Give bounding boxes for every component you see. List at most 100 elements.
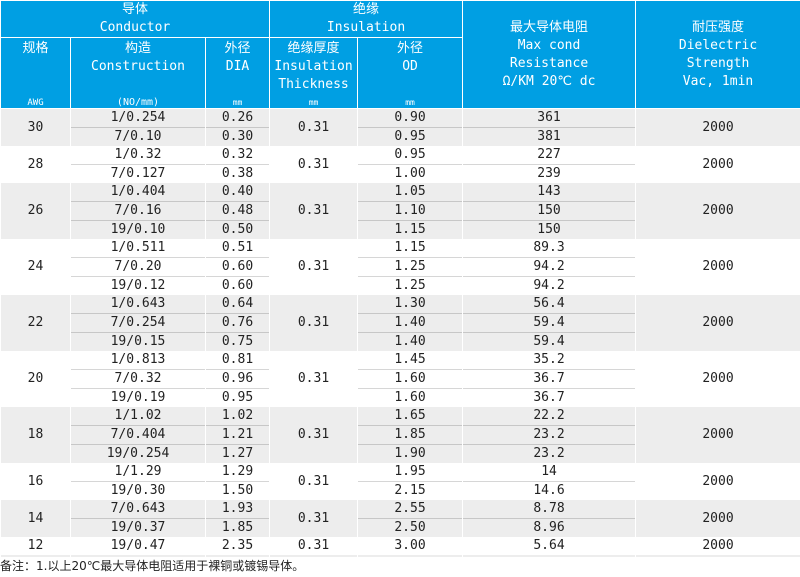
resistance-cell-value: 239 xyxy=(463,164,636,183)
construction-cell-value: 19/0.47 xyxy=(110,538,166,553)
od-cell-value: 1.65 xyxy=(394,408,426,423)
construction-cell-value: 19/0.19 xyxy=(71,388,205,407)
awg-cell: 28 xyxy=(0,146,71,183)
table-row: 18 1/1.02 7/0.404 19/0.254 1.02 1.21 1.27 0.31 1… xyxy=(0,407,800,463)
insulation-header-cn: 绝缘 xyxy=(353,2,380,17)
table-row: 16 1/1.29 19/0.30 1.29 1.50 0.31 1.95 2.15 14 14.… xyxy=(0,463,800,500)
dia-cell-value: 0.60 xyxy=(206,276,270,295)
conductor-header: 导体 Conductor xyxy=(0,0,271,38)
dielectric-cell: 2000 xyxy=(635,183,800,239)
thickness-cell: 0.31 xyxy=(269,537,359,555)
dia-cell-value: 0.30 xyxy=(206,127,270,146)
resistance-cell: 22.2 23.2 23.2 xyxy=(462,407,637,463)
construction-cell: 1/0.511 7/0.20 19/0.12 xyxy=(70,239,206,295)
od-cell-value: 1.05 xyxy=(394,184,426,199)
construction-cell-value: 7/0.16 xyxy=(71,201,205,220)
od-cell: 1.95 2.15 xyxy=(357,463,464,500)
resistance-header-en3: Ω/KM 20℃ dc xyxy=(502,73,596,89)
dia-cell-value: 0.51 xyxy=(221,240,254,255)
resistance-cell-value: 361 xyxy=(537,110,561,125)
od-cell-value: 1.85 xyxy=(358,425,463,444)
construction-cell: 1/0.32 7/0.127 xyxy=(70,146,206,183)
od-header-cn: 外径 xyxy=(397,41,424,56)
resistance-cell: 227 239 xyxy=(462,146,637,183)
od-cell-value: 1.25 xyxy=(358,257,463,276)
dia-cell-value: 1.29 xyxy=(221,464,254,479)
construction-cell-value: 7/0.404 xyxy=(71,425,205,444)
construction-cell-value: 1/0.511 xyxy=(110,240,166,255)
resistance-header-en2: Resistance xyxy=(509,55,589,71)
resistance-cell-value: 14.6 xyxy=(463,481,636,500)
awg-cell: 14 xyxy=(0,500,71,537)
dielectric-header-en1: Dielectric xyxy=(678,37,758,53)
awg-cell: 24 xyxy=(0,239,71,295)
construction-cell-value: 7/0.32 xyxy=(71,369,205,388)
table-row: 12 19/0.47 2.35 0.31 3.00 5.64 2000 xyxy=(0,537,800,555)
dielectric-cell: 2000 xyxy=(635,108,800,146)
resistance-cell-value: 8.96 xyxy=(463,518,636,537)
resistance-cell-value: 23.2 xyxy=(463,444,636,463)
thickness-cell: 0.31 xyxy=(269,108,359,146)
dielectric-header: 耐压强度 Dielectric Strength Vac, 1min xyxy=(635,0,800,109)
dia-cell-value: 2.35 xyxy=(221,538,254,553)
resistance-cell-value: 150 xyxy=(463,220,636,239)
dia-cell: 0.26 0.30 xyxy=(204,108,271,146)
dielectric-cell: 2000 xyxy=(635,463,800,500)
thickness-cell: 0.31 xyxy=(269,239,359,295)
construction-cell: 1/0.643 7/0.254 19/0.15 xyxy=(70,295,206,351)
dia-cell: 0.64 0.76 0.75 xyxy=(204,295,271,351)
resistance-cell: 56.4 59.4 59.4 xyxy=(462,295,637,351)
od-cell-value: 2.50 xyxy=(358,518,463,537)
table-row: 24 1/0.511 7/0.20 19/0.12 0.51 0.60 0.60 0.31 1.… xyxy=(0,239,800,295)
conductor-header-cn: 导体 xyxy=(122,2,149,17)
od-cell-value: 0.90 xyxy=(394,110,426,125)
awg-header: 规格 AWG xyxy=(0,37,71,109)
dia-cell-value: 1.50 xyxy=(206,481,270,500)
resistance-cell-value: 59.4 xyxy=(463,332,636,351)
conductor-header-en: Conductor xyxy=(99,20,171,35)
dia-cell: 0.81 0.96 0.95 xyxy=(204,351,271,407)
dia-cell-value: 0.50 xyxy=(206,220,270,239)
resistance-cell-value: 150 xyxy=(463,201,636,220)
od-cell-value: 1.40 xyxy=(358,332,463,351)
od-cell-value: 3.00 xyxy=(394,538,426,553)
table-row: 22 1/0.643 7/0.254 19/0.15 0.64 0.76 0.75 0.31 1… xyxy=(0,295,800,351)
dia-cell-value: 0.75 xyxy=(206,332,270,351)
resistance-cell-value: 5.64 xyxy=(533,538,565,553)
resistance-cell-value: 143 xyxy=(537,184,561,199)
construction-header: 构造 Construction (NO/mm) xyxy=(70,37,206,109)
dia-cell-value: 0.40 xyxy=(221,184,254,199)
dia-cell: 1.29 1.50 xyxy=(204,463,271,500)
od-cell-value: 1.40 xyxy=(358,313,463,332)
thickness-cell: 0.31 xyxy=(269,500,359,537)
od-cell: 0.95 1.00 xyxy=(357,146,464,183)
resistance-cell-value: 22.2 xyxy=(533,408,565,423)
dia-header-en: DIA xyxy=(225,59,250,74)
insulation-header-en: Insulation xyxy=(326,20,406,35)
dielectric-cell: 2000 xyxy=(635,537,800,555)
od-cell-value: 0.95 xyxy=(394,147,426,162)
footnote: 备注：1.以上20℃最大导体电阻适用于裸铜或镀锡导体。 xyxy=(0,557,800,577)
construction-header-unit: (NO/mm) xyxy=(116,97,160,108)
dielectric-cell: 2000 xyxy=(635,239,800,295)
table-row: 26 1/0.404 7/0.16 19/0.10 0.40 0.48 0.50 0.31 1.… xyxy=(0,183,800,239)
od-cell-value: 1.30 xyxy=(394,296,426,311)
construction-cell: 19/0.47 xyxy=(70,537,206,555)
dia-cell-value: 1.02 xyxy=(221,408,254,423)
dielectric-cell: 2000 xyxy=(635,500,800,537)
construction-cell-value: 7/0.10 xyxy=(71,127,205,146)
construction-cell-value: 1/0.404 xyxy=(110,184,166,199)
od-cell: 0.90 0.95 xyxy=(357,108,464,146)
thickness-header: 绝缘厚度 Insulation Thickness mm xyxy=(269,37,359,109)
dia-cell: 1.02 1.21 1.27 xyxy=(204,407,271,463)
dia-cell-value: 1.27 xyxy=(206,444,270,463)
dia-cell-value: 0.76 xyxy=(206,313,270,332)
table-row: 28 1/0.32 7/0.127 0.32 0.38 0.31 0.95 1.00 227 23… xyxy=(0,146,800,183)
od-cell-value: 1.15 xyxy=(358,220,463,239)
od-cell: 1.65 1.85 1.90 xyxy=(357,407,464,463)
od-cell: 2.55 2.50 xyxy=(357,500,464,537)
awg-cell: 16 xyxy=(0,463,71,500)
awg-header-cn: 规格 xyxy=(22,41,49,56)
thickness-cell: 0.31 xyxy=(269,351,359,407)
dia-cell-value: 0.96 xyxy=(206,369,270,388)
